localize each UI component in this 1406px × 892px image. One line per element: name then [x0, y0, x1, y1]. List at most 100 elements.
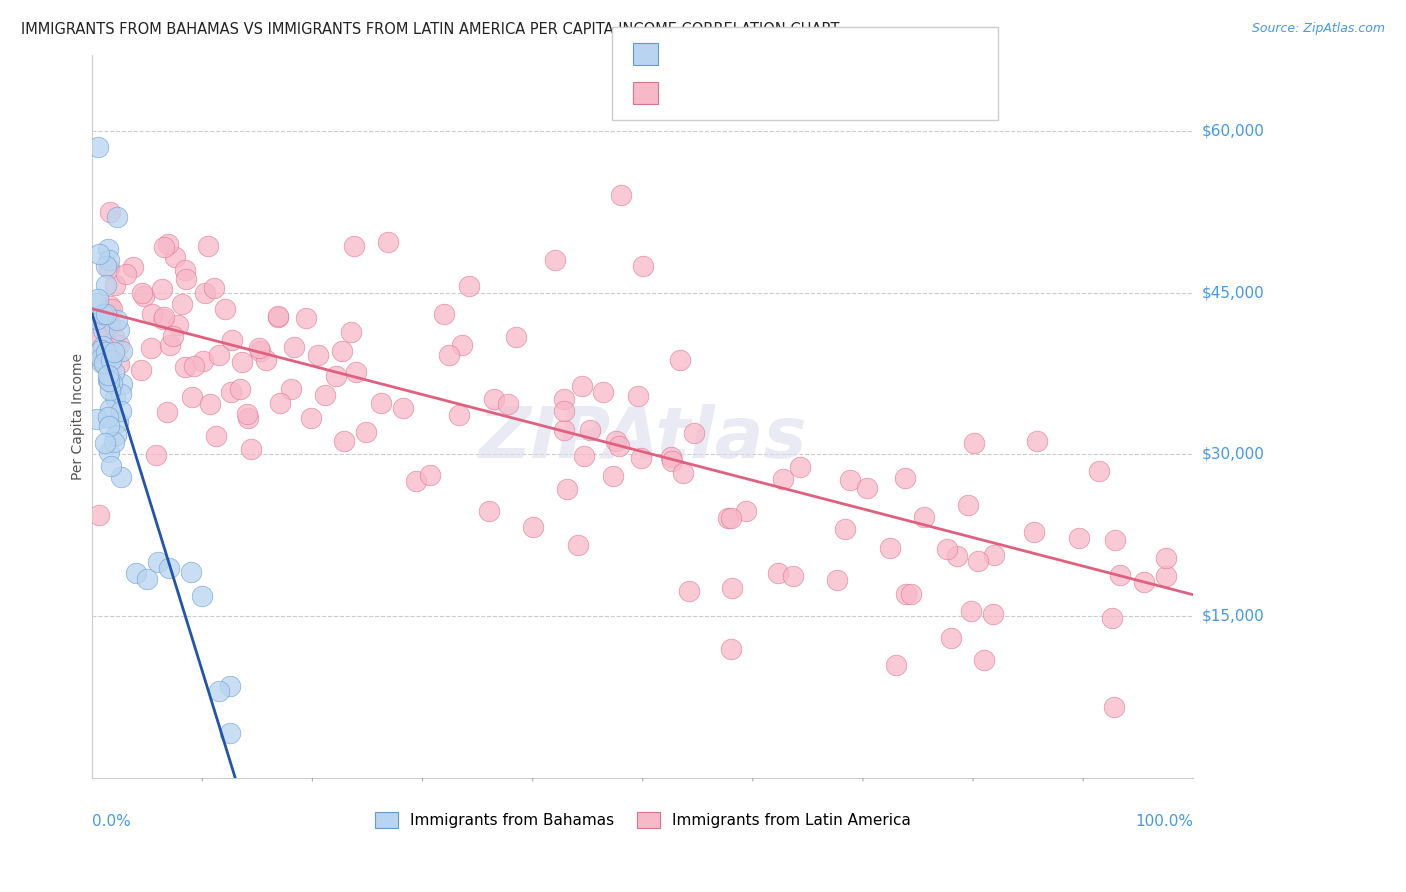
Point	[478, 504, 501, 518]
Point	[87, 346, 110, 360]
Point	[1133, 575, 1156, 590]
Point	[218, 680, 240, 694]
Point	[105, 313, 128, 327]
Point	[180, 565, 202, 579]
Point	[894, 471, 917, 485]
Point	[162, 329, 184, 343]
Point	[94, 259, 117, 273]
Point	[354, 425, 377, 439]
Point	[834, 522, 856, 536]
Point	[1101, 611, 1123, 625]
Point	[103, 435, 125, 450]
Point	[91, 307, 114, 321]
Point	[717, 511, 740, 525]
Point	[97, 410, 120, 425]
Point	[946, 549, 969, 564]
Point	[110, 470, 132, 484]
Point	[344, 364, 367, 378]
Point	[377, 235, 399, 250]
Point	[86, 140, 108, 154]
Point	[101, 302, 124, 317]
Point	[939, 631, 962, 645]
Point	[202, 281, 225, 295]
Point	[183, 359, 205, 373]
Point	[543, 253, 565, 268]
Point	[157, 237, 180, 252]
Point	[103, 344, 125, 359]
Text: R =: R =	[675, 79, 709, 94]
Point	[94, 307, 117, 321]
Point	[90, 343, 112, 358]
Point	[104, 391, 127, 405]
Point	[314, 387, 336, 401]
Point	[96, 243, 118, 257]
Point	[153, 310, 176, 325]
Point	[1022, 525, 1045, 540]
Point	[98, 299, 121, 313]
Point	[108, 338, 131, 352]
Point	[678, 584, 700, 599]
Point	[141, 307, 163, 321]
Point	[84, 295, 107, 310]
Text: 0.0%: 0.0%	[93, 814, 131, 830]
Text: 54: 54	[832, 40, 852, 54]
Point	[208, 684, 231, 698]
Point	[721, 582, 744, 596]
Point	[181, 391, 204, 405]
Point	[235, 407, 257, 421]
Point	[496, 397, 519, 411]
Point	[94, 435, 117, 450]
Point	[131, 286, 153, 301]
Point	[1154, 569, 1177, 583]
Point	[86, 412, 108, 426]
Point	[145, 448, 167, 462]
Point	[173, 359, 195, 374]
Text: 100.0%: 100.0%	[1135, 814, 1194, 830]
Point	[782, 569, 804, 583]
Point	[884, 657, 907, 672]
Point	[963, 436, 986, 450]
Point	[94, 345, 117, 359]
Point	[299, 411, 322, 425]
Point	[191, 589, 214, 603]
Point	[100, 459, 122, 474]
Point	[150, 282, 173, 296]
Point	[136, 572, 159, 586]
Text: $45,000: $45,000	[1202, 285, 1264, 300]
Point	[1102, 700, 1125, 714]
Point	[200, 397, 222, 411]
Point	[107, 415, 129, 429]
Point	[267, 310, 290, 325]
Point	[221, 333, 243, 347]
Point	[100, 352, 122, 367]
Point	[332, 344, 354, 359]
Text: -0.661: -0.661	[714, 79, 763, 94]
Point	[553, 392, 575, 406]
Point	[94, 278, 117, 293]
Point	[97, 368, 120, 382]
Point	[103, 365, 125, 379]
Point	[103, 330, 125, 344]
Point	[159, 338, 181, 352]
Point	[86, 312, 108, 326]
Point	[107, 357, 129, 371]
Point	[571, 378, 593, 392]
Point	[1067, 531, 1090, 545]
Text: IMMIGRANTS FROM BAHAMAS VS IMMIGRANTS FROM LATIN AMERICA PER CAPITA INCOME CORRE: IMMIGRANTS FROM BAHAMAS VS IMMIGRANTS FR…	[21, 22, 839, 37]
Point	[89, 508, 111, 522]
Point	[165, 250, 187, 264]
Point	[267, 309, 290, 323]
Point	[208, 348, 231, 362]
Point	[607, 439, 630, 453]
Point	[110, 403, 132, 417]
Point	[505, 330, 527, 344]
Point	[101, 376, 124, 390]
Point	[983, 548, 1005, 562]
Point	[125, 566, 148, 581]
Point	[231, 355, 253, 369]
Point	[553, 424, 575, 438]
Point	[631, 259, 654, 273]
Point	[437, 348, 460, 362]
Point	[90, 356, 112, 370]
Point	[720, 511, 742, 525]
